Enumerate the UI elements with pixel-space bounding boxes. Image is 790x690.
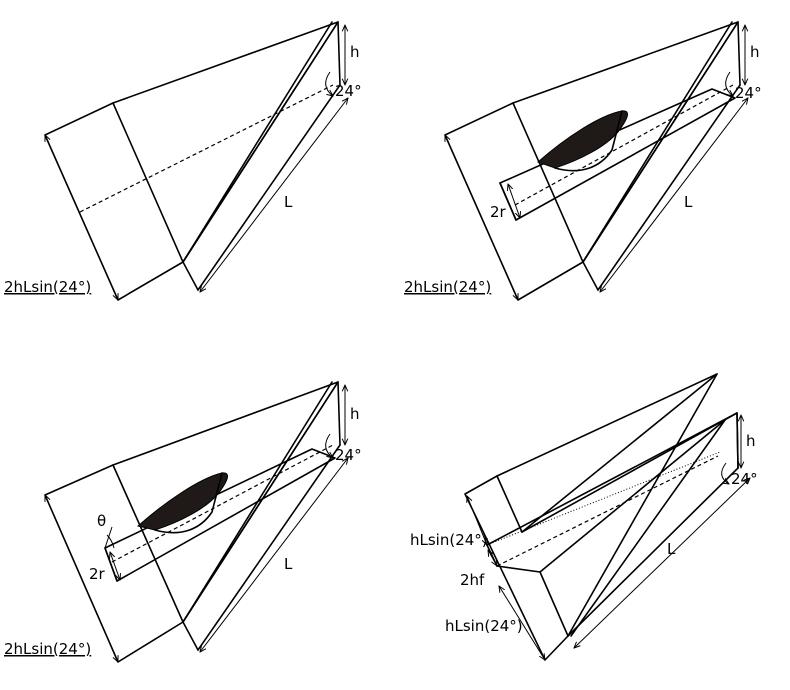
panel-4-rear-edge	[736, 412, 739, 469]
panel-4-L-dimension	[574, 478, 750, 648]
panel-4-mid-dimension	[488, 550, 497, 566]
panel-3-inner-edge	[112, 464, 184, 623]
panel-3-L-label: L	[284, 555, 293, 573]
panel-4-L-label: L	[667, 540, 676, 558]
panel-2-inner-edge	[512, 102, 584, 263]
panel-2-base-label: 2hLsin(24°)	[404, 278, 491, 296]
panel-4: h 24° L hLsin(24°) 2hf hLsin(24°)	[410, 373, 758, 660]
panel-2-base-dimension	[445, 135, 518, 300]
panel-1-lower-plate	[197, 84, 341, 291]
panel-2-r-label: 2r	[490, 203, 507, 221]
panel-2-vertical-edge	[737, 21, 741, 86]
panel-1-inner-edge	[112, 102, 184, 263]
panel-2-angle-label: 24°	[735, 84, 762, 102]
panel-1-base-label: 2hLsin(24°)	[4, 278, 91, 296]
panel-3: h 24° L θ 2r 2hLsin(24°)	[4, 381, 362, 663]
panel-1: h 24° L 2hLsin(24°)	[4, 21, 362, 301]
panel-4-top-label: hLsin(24°)	[410, 531, 488, 549]
panel-4-upper-diagonal	[521, 373, 718, 533]
panel-1-L-label: L	[284, 193, 293, 211]
panel-4-upper-band	[486, 412, 738, 546]
panel-3-angle-label: 24°	[335, 446, 362, 464]
panel-4-lower-inner-edge	[539, 571, 569, 637]
panel-1-angle-label: 24°	[335, 82, 362, 100]
panel-4-centerline-1	[496, 455, 719, 567]
panel-4-mid-label: 2hf	[460, 571, 485, 589]
panel-4-upper-inner-edge	[496, 475, 523, 533]
panel-3-L-dimension	[200, 458, 348, 652]
panel-1-h-label: h	[350, 43, 360, 61]
panel-1-angle-arc	[325, 71, 333, 96]
panel-3-vertical-edge	[337, 381, 341, 446]
panel-3-base-label: 2hLsin(24°)	[4, 640, 91, 658]
panel-3-theta-label: θ	[97, 512, 106, 530]
panel-3-h-label: h	[350, 405, 360, 423]
panel-3-r-dimension	[110, 552, 120, 580]
panel-1-L-dimension	[200, 98, 348, 292]
panel-1-vertical-edge	[337, 21, 341, 86]
panel-3-angle-arc	[325, 433, 333, 458]
panel-2-r-dimension	[508, 184, 520, 218]
panel-1-wedge-outline	[44, 21, 339, 301]
panel-4-h-label: h	[746, 432, 756, 450]
panel-3-wedge-outline	[44, 381, 339, 663]
panel-2: h 24° L 2r 2hLsin(24°)	[404, 21, 762, 301]
panel-3-lower-edge	[182, 621, 199, 651]
panel-4-angle-arc	[721, 462, 729, 484]
panel-1-diagonal-back	[182, 21, 333, 263]
panel-1-base-dimension	[45, 135, 118, 300]
panel-2-angle-arc	[725, 71, 733, 96]
panel-2-h-label: h	[750, 43, 760, 61]
panel-4-angle-label: 24°	[731, 470, 758, 488]
panel-4-band-bottom	[496, 565, 541, 573]
panel-4-top-dimension	[467, 496, 487, 545]
panel-2-wedge-outline	[444, 21, 739, 301]
panel-3-base-dimension	[45, 495, 118, 662]
panel-4-bottom-dimension	[499, 586, 545, 660]
panel-2-lower-edge	[582, 261, 599, 291]
panel-3-rod-end	[104, 547, 118, 582]
panel-2-L-label: L	[684, 193, 693, 211]
panel-3-r-label: 2r	[89, 565, 106, 583]
panel-2-L-dimension	[600, 98, 748, 292]
panel-1-lower-edge	[182, 261, 199, 291]
panel-4-bottom-label: hLsin(24°)	[445, 617, 523, 635]
panel-2-centerline	[514, 84, 734, 206]
panel-4-upper-plate	[521, 412, 738, 533]
